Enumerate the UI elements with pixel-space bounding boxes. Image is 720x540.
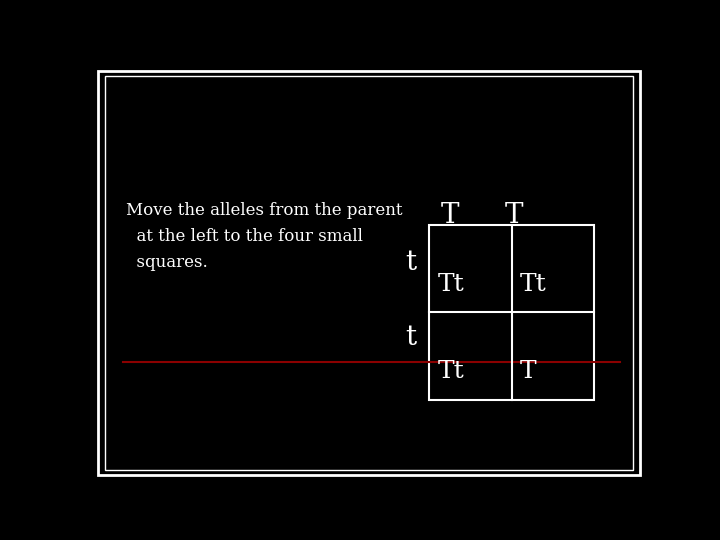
Text: t: t <box>405 323 416 350</box>
Text: Move the alleles from the parent
  at the left to the four small
  squares.: Move the alleles from the parent at the … <box>126 202 402 271</box>
Text: Tt: Tt <box>438 273 464 295</box>
Text: Tt: Tt <box>520 273 546 295</box>
Text: T: T <box>441 202 459 229</box>
Text: Tt: Tt <box>438 360 464 383</box>
Text: t: t <box>405 249 416 276</box>
Text: T: T <box>520 360 536 383</box>
Text: T: T <box>505 202 523 229</box>
Bar <box>429 225 594 400</box>
